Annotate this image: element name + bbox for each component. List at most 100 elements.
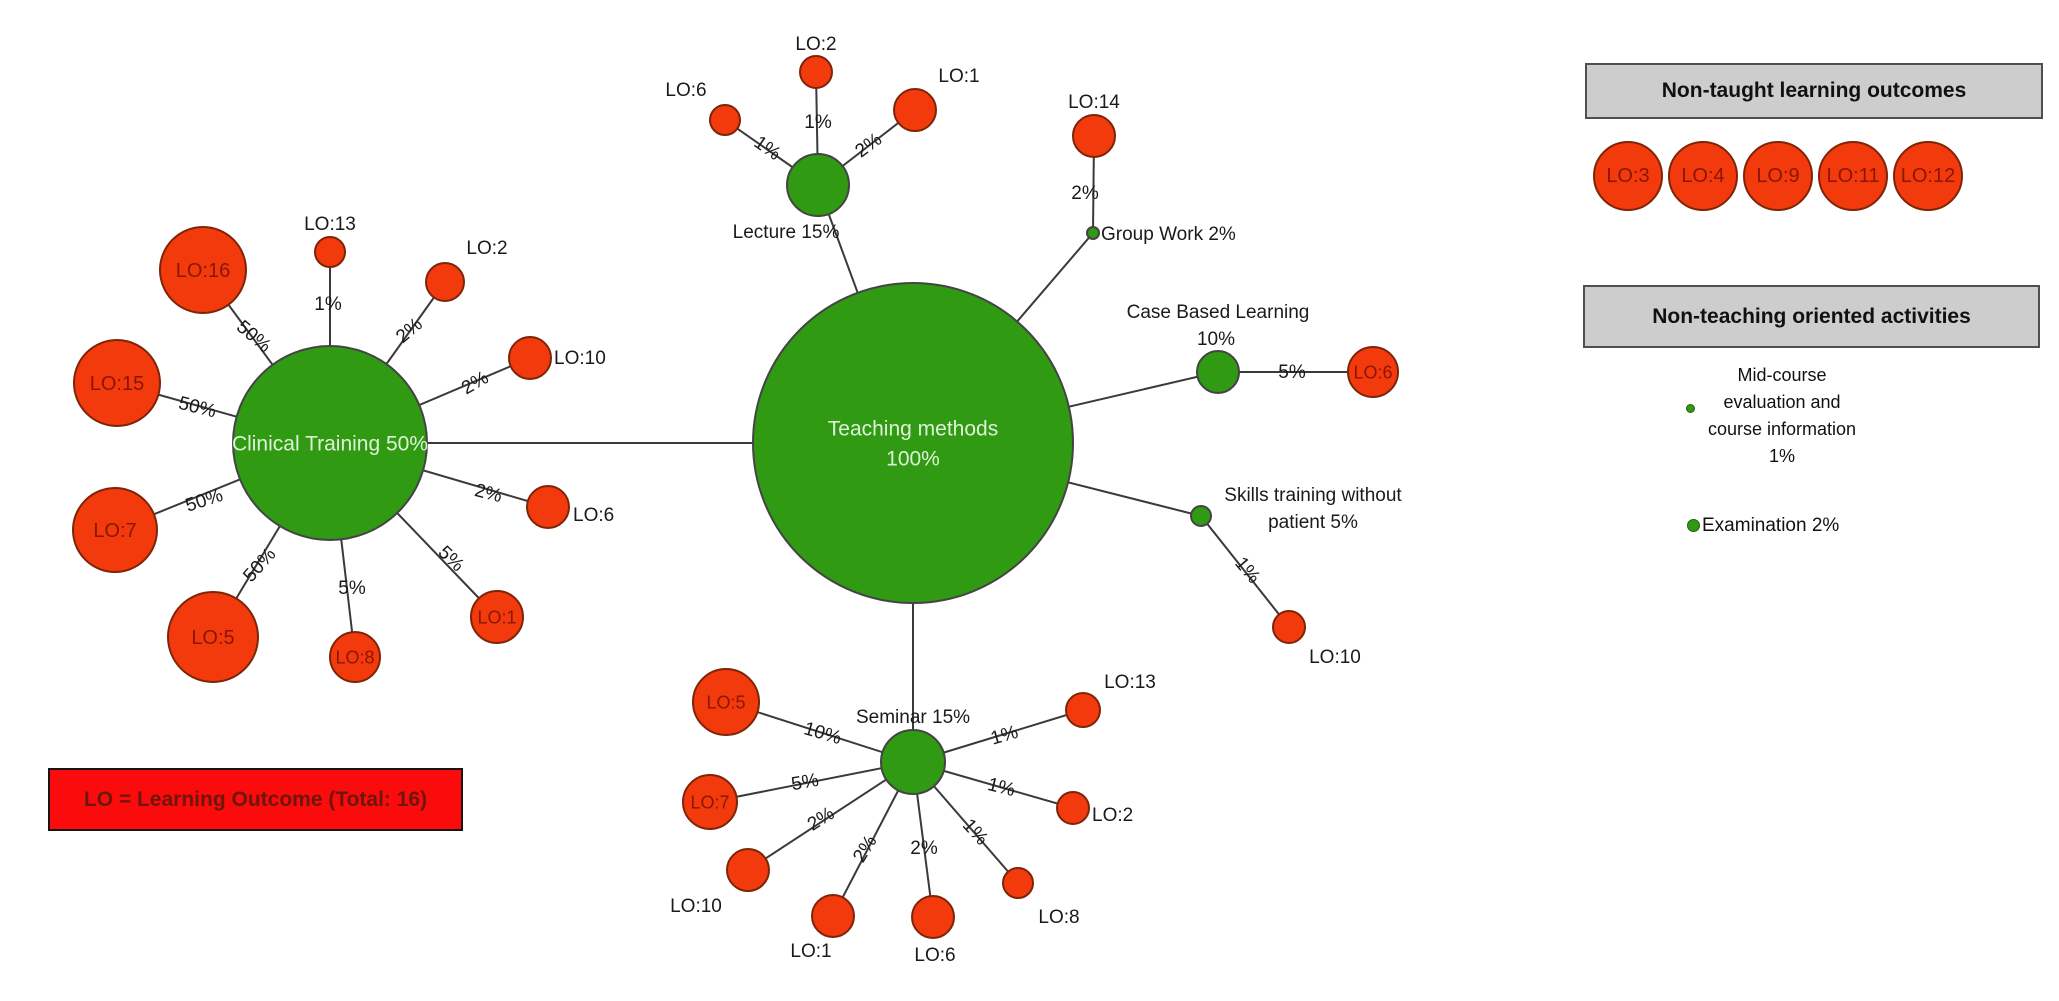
node-lo7-seminar bbox=[682, 774, 738, 830]
node-label-lo7-seminar: LO:7 bbox=[690, 792, 729, 812]
non-teaching-title: Non-teaching oriented activities bbox=[1652, 304, 1971, 328]
edge-label-clinical-lo7-clinical: 50% bbox=[183, 485, 226, 517]
label-lo6-seminar: LO:6 bbox=[914, 945, 955, 966]
edge-label-seminar-lo6-seminar: 2% bbox=[910, 838, 938, 859]
label-lo2-clinical: LO:2 bbox=[466, 238, 507, 259]
legend-lo-circle: LO:11 bbox=[1818, 141, 1888, 211]
node-lo6-seminar bbox=[911, 895, 955, 939]
node-label-lo5-seminar: LO:5 bbox=[706, 692, 745, 712]
node-cbl bbox=[1196, 350, 1240, 394]
node-lecture bbox=[786, 153, 850, 217]
edge-label-groupwork-lo14: 2% bbox=[1071, 183, 1099, 204]
examination-dot-icon bbox=[1687, 519, 1700, 532]
label-cbl-line2: 10% bbox=[1197, 329, 1235, 350]
lo-note-label: LO = Learning Outcome (Total: 16) bbox=[83, 787, 428, 811]
node-lo2-seminar bbox=[1056, 791, 1090, 825]
label-seminar: Seminar 15% bbox=[856, 707, 970, 728]
edge-seminar-lo7-seminar bbox=[709, 761, 914, 803]
label-lo6-lecture: LO:6 bbox=[665, 80, 706, 101]
mid-course-label-line: course information bbox=[1707, 419, 1857, 439]
node-lo13-clinical bbox=[314, 236, 346, 268]
node-lo6-lecture bbox=[709, 104, 741, 136]
node-lo13-seminar bbox=[1065, 692, 1101, 728]
node-label-lo5-clinical: LO:5 bbox=[191, 627, 234, 649]
edge-label-clinical-lo6-clinical: 2% bbox=[472, 480, 504, 507]
edge-label-clinical-lo16: 50% bbox=[232, 317, 275, 358]
node-label-lo7-clinical: LO:7 bbox=[93, 520, 136, 542]
node-lo14 bbox=[1072, 114, 1116, 158]
node-lo8-clinical bbox=[329, 631, 381, 683]
label-cbl-line1: Case Based Learning bbox=[1127, 302, 1310, 323]
node-label-lo1-clinical: LO:1 bbox=[477, 607, 516, 627]
node-clinical bbox=[232, 345, 428, 541]
node-lo7-clinical bbox=[72, 487, 158, 573]
node-skills bbox=[1190, 505, 1212, 527]
label-lo8-seminar: LO:8 bbox=[1038, 907, 1079, 928]
edge-label-clinical-lo8-clinical: 5% bbox=[338, 578, 366, 599]
node-lo5-seminar bbox=[692, 668, 760, 736]
node-lo16 bbox=[159, 226, 247, 314]
label-lo13-clinical: LO:13 bbox=[304, 214, 356, 235]
node-label-lo8-clinical: LO:8 bbox=[335, 647, 374, 667]
label-lo1-seminar: LO:1 bbox=[790, 941, 831, 962]
label-lo1-lecture: LO:1 bbox=[938, 66, 979, 87]
legend-lo-circle: LO:9 bbox=[1743, 141, 1813, 211]
node-lo10-skills bbox=[1272, 610, 1306, 644]
node-label-lo16: LO:16 bbox=[176, 260, 230, 282]
node-lo2-clinical bbox=[425, 262, 465, 302]
label-lo10-clinical: LO:10 bbox=[554, 348, 606, 369]
node-lo6-cbl bbox=[1347, 346, 1399, 398]
node-label-clinical: Clinical Training 50% bbox=[232, 432, 428, 455]
node-lo10-clinical bbox=[508, 336, 552, 380]
legend-lo-circle: LO:4 bbox=[1668, 141, 1738, 211]
examination-label: Examination 2% bbox=[1702, 515, 1840, 536]
mid-course-activity-label: Mid-course evaluation and course informati… bbox=[1682, 362, 1882, 470]
edge-label-clinical-lo15: 50% bbox=[176, 393, 218, 423]
edge-label-lecture-lo2-lecture: 1% bbox=[804, 112, 832, 133]
node-lo15 bbox=[73, 339, 161, 427]
edge-label-clinical-lo13-clinical: 1% bbox=[314, 294, 342, 315]
label-lo2-seminar: LO:2 bbox=[1092, 805, 1133, 826]
node-teaching bbox=[752, 282, 1074, 604]
legend-lo-circle: LO:3 bbox=[1593, 141, 1663, 211]
node-lo1-lecture bbox=[893, 88, 937, 132]
node-label-teaching: Teaching methods bbox=[828, 417, 998, 440]
label-lo10-skills: LO:10 bbox=[1309, 647, 1361, 668]
label-lo13-seminar: LO:13 bbox=[1104, 672, 1156, 693]
node-lo6-clinical bbox=[526, 485, 570, 529]
node-lo10-seminar bbox=[726, 848, 770, 892]
edge-label-clinical-lo2-clinical: 2% bbox=[392, 314, 427, 348]
non-teaching-header: Non-teaching oriented activities bbox=[1583, 285, 2040, 348]
edge-label-clinical-lo5-clinical: 50% bbox=[239, 544, 280, 586]
lo-note-box: LO = Learning Outcome (Total: 16) bbox=[48, 768, 463, 831]
label-skills-line2: patient 5% bbox=[1268, 512, 1358, 533]
node-label-lo6-cbl: LO:6 bbox=[1353, 362, 1392, 382]
edge-skills-lo10-skills bbox=[1200, 515, 1290, 628]
node-seminar bbox=[880, 729, 946, 795]
label-lo2-lecture: LO:2 bbox=[795, 34, 836, 55]
non-taught-circles: LO:3 LO:4 LO:9 LO:11 LO:12 bbox=[1593, 141, 1963, 211]
mid-course-dot-icon bbox=[1686, 404, 1695, 413]
node-label-lo15: LO:15 bbox=[90, 373, 144, 395]
node-lo8-seminar bbox=[1002, 867, 1034, 899]
label-lecture: Lecture 15% bbox=[733, 222, 840, 243]
mid-course-label-line: 1% bbox=[1768, 446, 1795, 466]
edge-label-seminar-lo7-seminar: 5% bbox=[790, 770, 821, 795]
node-lo5-clinical bbox=[167, 591, 259, 683]
edge-label-seminar-lo2-seminar: 1% bbox=[985, 774, 1017, 801]
node-lo1-clinical bbox=[470, 590, 524, 644]
non-taught-title: Non-taught learning outcomes bbox=[1661, 79, 1967, 102]
node-label-teaching: 100% bbox=[886, 447, 940, 470]
label-lo14: LO:14 bbox=[1068, 92, 1120, 113]
label-skills-line1: Skills training without bbox=[1224, 485, 1402, 506]
label-groupwork: Group Work 2% bbox=[1101, 224, 1236, 245]
mid-course-label-line: evaluation and bbox=[1723, 392, 1841, 412]
edge-label-seminar-lo1-seminar: 2% bbox=[849, 832, 881, 867]
edge-label-lecture-lo6-lecture: 1% bbox=[750, 132, 785, 165]
edge-label-clinical-lo10-clinical: 2% bbox=[458, 367, 492, 399]
node-groupwork bbox=[1086, 226, 1100, 240]
edge-label-seminar-lo5-seminar: 10% bbox=[801, 718, 843, 749]
label-lo10-seminar: LO:10 bbox=[670, 896, 722, 917]
